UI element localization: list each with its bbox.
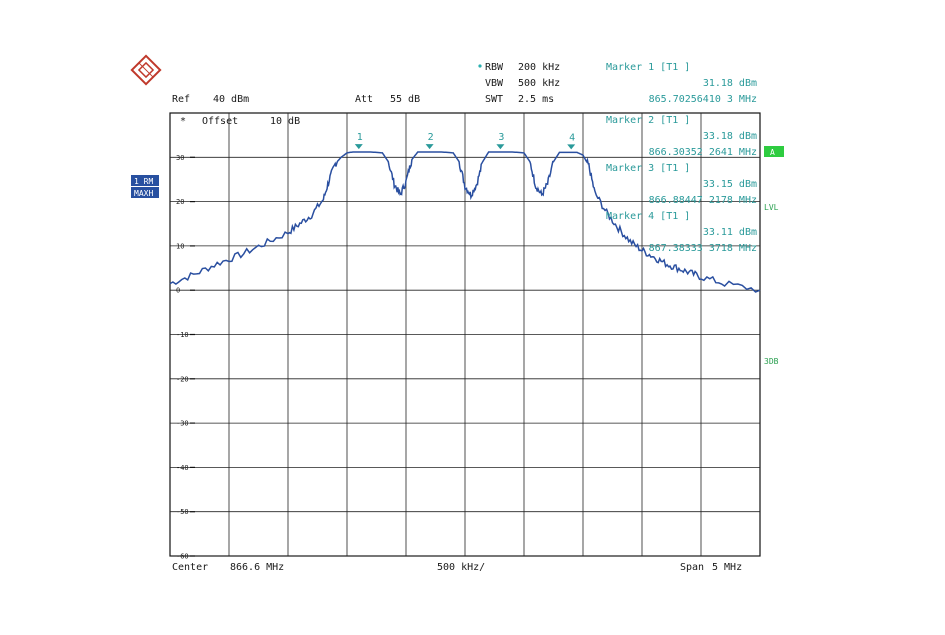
vbw-label: VBW <box>485 78 504 89</box>
marker-readout-3: Marker 3 [T1 ] 33.15 dBm 866.88447 2178 … <box>606 163 757 206</box>
y-tick-label: 10 <box>176 242 184 250</box>
trace-detector-label: MAXH <box>134 189 153 198</box>
marker-triangle <box>425 144 434 150</box>
marker-4-freq: 867.38333 3718 MHz <box>649 243 757 254</box>
rbw-value: 200 kHz <box>518 62 560 73</box>
division-value: 500 kHz/ <box>437 562 485 573</box>
spectrum-plot: 30 20 10 0 -10 -20 -30 -40 -50 -60 1 2 3 4 <box>169 112 761 561</box>
y-tick-label: 20 <box>176 198 184 206</box>
marker-2-level: 33.18 dBm <box>703 131 757 142</box>
y-tick-label: -10 <box>176 331 189 339</box>
ref-label: Ref <box>172 94 190 105</box>
marker-number: 4 <box>569 132 575 143</box>
marker-1-freq: 865.70256410 3 MHz <box>649 94 757 105</box>
y-tick-label: -20 <box>176 375 189 383</box>
marker-glyphs: 1 2 3 4 <box>354 132 576 150</box>
rohde-schwarz-logo <box>130 54 162 86</box>
offset-value: 10 dB <box>270 116 300 127</box>
span-value: 5 MHz <box>712 562 742 573</box>
ref-value: 40 dBm <box>213 94 249 105</box>
y-tick-label: 30 <box>176 154 184 162</box>
marker-3-level: 33.15 dBm <box>703 179 757 190</box>
vbw-value: 500 kHz <box>518 78 560 89</box>
marker-1-title: Marker 1 [T1 ] <box>606 62 690 73</box>
span-label: Span <box>680 562 704 573</box>
marker-triangle <box>354 144 363 150</box>
marker-1-level: 31.18 dBm <box>703 78 757 89</box>
lvl-indicator: LVL <box>764 203 779 212</box>
att-label: Att <box>355 94 373 105</box>
y-tick-label: -60 <box>176 553 189 561</box>
marker-3-title: Marker 3 [T1 ] <box>606 163 690 174</box>
rbw-flag-icon <box>478 64 482 68</box>
marker-4-title: Marker 4 [T1 ] <box>606 211 690 222</box>
offset-flag: * <box>180 116 186 127</box>
marker-triangle <box>567 144 576 150</box>
rbw-label: RBW <box>485 62 504 73</box>
marker-readout-1: Marker 1 [T1 ] 31.18 dBm 865.70256410 3 … <box>606 62 757 105</box>
offset-label: Offset <box>202 116 238 127</box>
marker-number: 1 <box>357 132 363 143</box>
marker-4-level: 33.11 dBm <box>703 227 757 238</box>
marker-2-title: Marker 2 [T1 ] <box>606 115 690 126</box>
marker-readout-2: Marker 2 [T1 ] 33.18 dBm 866.30352 2641 … <box>606 115 757 158</box>
trace-label: 1 RM <box>134 177 153 186</box>
plot-grid <box>170 113 760 557</box>
marker-2-freq: 866.30352 2641 MHz <box>649 147 757 158</box>
trace-mode-box: 1 RM MAXH <box>131 175 159 198</box>
y-tick-labels: 30 20 10 0 -10 -20 -30 -40 -50 -60 <box>176 154 195 561</box>
marker-readout-4: Marker 4 [T1 ] 33.11 dBm 867.38333 3718 … <box>606 211 757 254</box>
marker-triangle <box>496 144 505 150</box>
swt-value: 2.5 ms <box>518 94 554 105</box>
marker-number: 3 <box>498 132 504 143</box>
marker-3-freq: 866.88447 2178 MHz <box>649 195 757 206</box>
center-label: Center <box>172 562 208 573</box>
trace-a-indicator: A <box>764 146 784 157</box>
spectrum-trace <box>169 151 761 293</box>
y-tick-label: -30 <box>176 420 189 428</box>
trace-a-label: A <box>770 148 775 157</box>
marker-number: 2 <box>428 132 434 143</box>
y-tick-label: -50 <box>176 508 189 516</box>
center-value: 866.6 MHz <box>230 562 284 573</box>
y-tick-label: 0 <box>176 287 180 295</box>
att-value: 55 dB <box>390 94 420 105</box>
y-tick-label: -40 <box>176 464 189 472</box>
3db-indicator: 3DB <box>764 357 779 366</box>
swt-label: SWT <box>485 94 503 105</box>
